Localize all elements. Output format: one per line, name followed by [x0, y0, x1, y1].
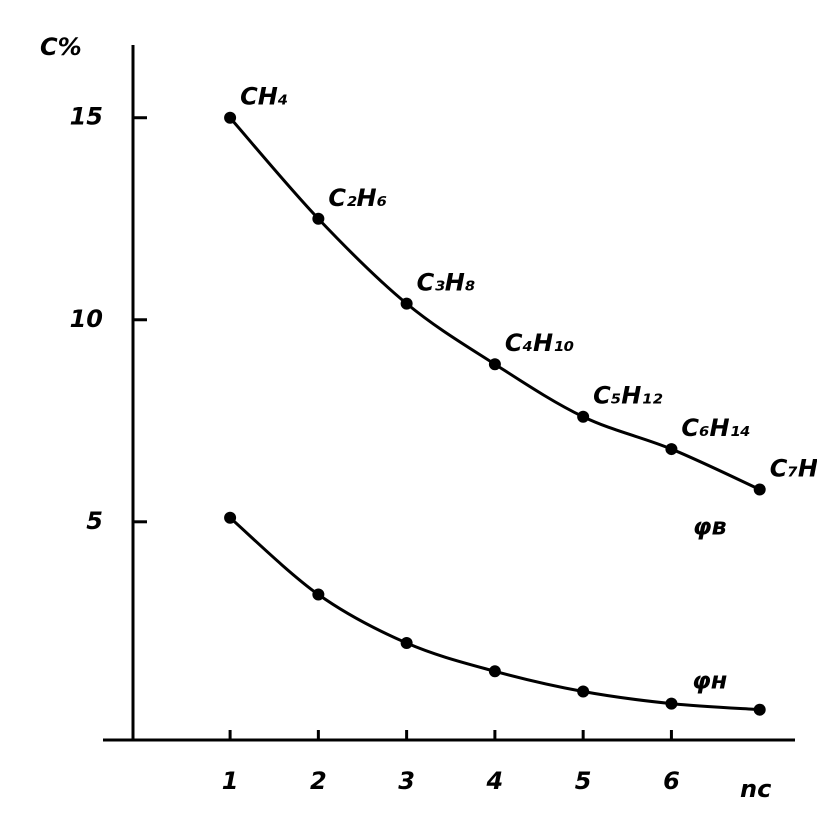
x-tick-label: 5	[575, 767, 592, 795]
x-tick-label: 3	[398, 767, 415, 795]
data-point	[224, 111, 237, 124]
point-label: C₆H₁₄	[681, 414, 750, 442]
series-line	[229, 516, 760, 712]
data-point	[753, 483, 766, 496]
point-label: C₃H₈	[417, 269, 476, 297]
x-axis-label: nc	[740, 775, 771, 803]
point-label: CH₄	[240, 83, 288, 111]
point-label: C₂H₆	[328, 184, 387, 212]
x-tick-label: 2	[310, 767, 327, 795]
y-tick-label: 10	[70, 305, 103, 333]
data-point	[665, 697, 678, 710]
data-point	[488, 358, 501, 371]
data-point	[665, 443, 678, 456]
data-point	[400, 297, 413, 310]
series-line	[228, 116, 761, 491]
data-point	[224, 511, 237, 524]
data-point	[312, 588, 325, 601]
data-point	[488, 665, 501, 678]
series-label: φв	[693, 512, 727, 540]
data-point	[577, 410, 590, 423]
x-tick-label: 4	[486, 767, 504, 795]
y-axis-label: C%	[40, 33, 82, 61]
x-tick-label: 1	[222, 767, 239, 795]
data-point	[577, 685, 590, 698]
point-label: C₇H₁₆	[770, 454, 817, 482]
point-label: C₄H₁₀	[505, 329, 575, 357]
data-point	[400, 637, 413, 650]
point-label: C₅H₁₂	[593, 382, 663, 410]
data-point	[312, 212, 325, 225]
x-tick-label: 6	[663, 767, 680, 795]
y-tick-label: 5	[86, 507, 103, 535]
y-tick-label: 15	[70, 103, 103, 131]
data-point	[753, 703, 766, 716]
series-label: φн	[692, 667, 727, 695]
